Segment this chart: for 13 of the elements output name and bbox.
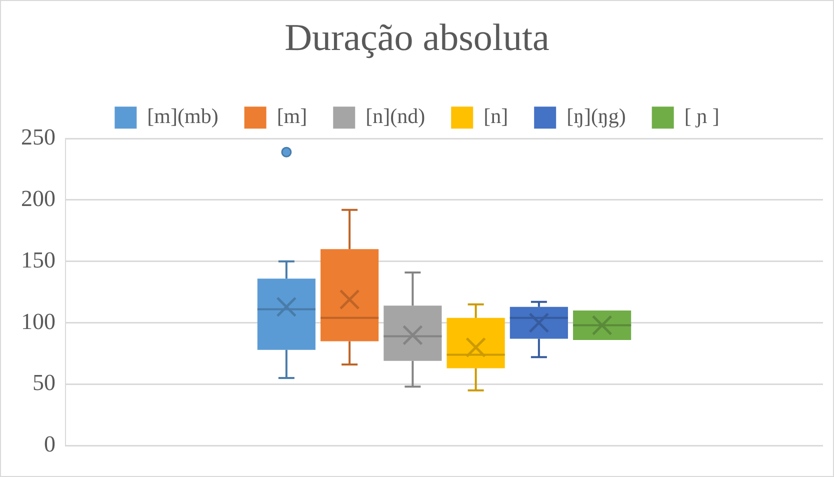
chart-title: Duração absoluta: [284, 16, 550, 59]
y-tick-label: 250: [21, 124, 56, 150]
legend-label: [ ɲ ]: [684, 104, 720, 128]
legend-label: [m](mb): [147, 104, 218, 128]
legend-label: [ŋ](ŋg): [566, 104, 626, 128]
y-tick-label: 100: [21, 308, 56, 334]
legend-label: [m]: [276, 104, 308, 128]
y-tick-label: 150: [21, 247, 56, 272]
legend-label: [n](nd): [366, 104, 426, 128]
legend-label: [n]: [484, 104, 508, 128]
y-tick-label: 50: [32, 370, 56, 396]
y-tick-label: 200: [21, 186, 56, 212]
y-tick-label: 0: [44, 432, 56, 457]
